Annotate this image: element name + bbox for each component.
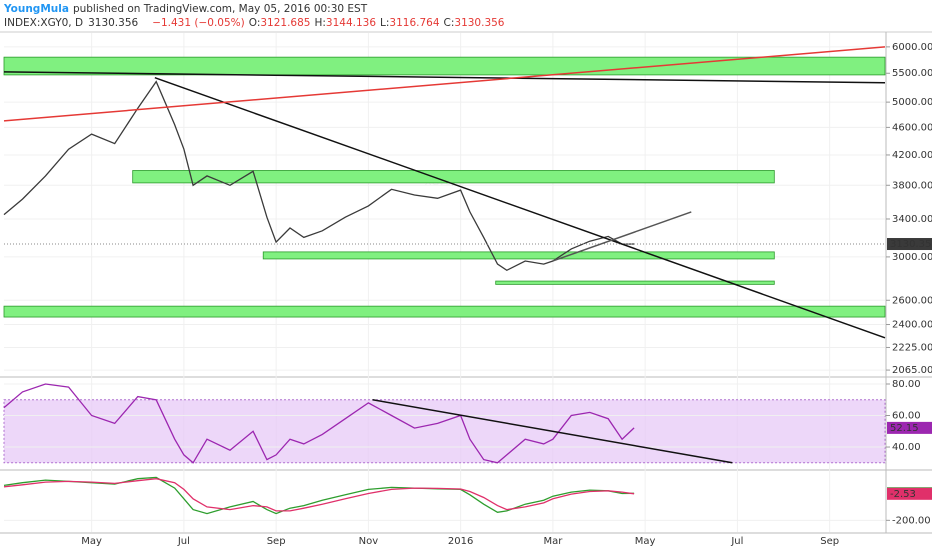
symbol-line: INDEX:XGY0, D 3130.356 −1.431 (−0.05%) O:31… bbox=[4, 17, 505, 29]
series-line bbox=[3, 383, 635, 464]
series-line bbox=[3, 80, 635, 272]
trend-line bbox=[3, 46, 886, 122]
published: published on TradingView.com, May 05, 20… bbox=[73, 3, 368, 15]
y-tick-label: -200.00 bbox=[892, 515, 931, 526]
open-label: O: bbox=[249, 17, 261, 29]
y-tick-label: 2065.00 bbox=[892, 365, 932, 376]
high: 3144.136 bbox=[326, 17, 376, 29]
trend-line bbox=[154, 76, 886, 339]
series-line bbox=[3, 476, 635, 515]
last-value-badge bbox=[887, 238, 932, 251]
x-tick-label: Sep bbox=[820, 536, 839, 547]
last-value-badge bbox=[887, 421, 932, 434]
last-value-label: 52.15 bbox=[890, 423, 919, 434]
change: −1.431 (−0.05%) bbox=[152, 17, 245, 29]
zone bbox=[495, 280, 775, 285]
zone bbox=[3, 56, 886, 76]
x-tick-label: 2016 bbox=[448, 536, 473, 547]
trend-line bbox=[552, 211, 692, 262]
trend-line bbox=[3, 71, 886, 84]
y-tick-label: 40.00 bbox=[892, 442, 921, 453]
y-tick-label: 3800.00 bbox=[892, 180, 932, 191]
x-tick-label: Jul bbox=[730, 536, 743, 547]
close-label: C: bbox=[444, 17, 455, 29]
low: 3116.764 bbox=[389, 17, 439, 29]
rsi-band bbox=[3, 399, 886, 464]
trend-line bbox=[372, 399, 733, 464]
y-tick-label: 2400.00 bbox=[892, 320, 932, 331]
y-tick-label: 4600.00 bbox=[892, 122, 932, 133]
y-tick-label: 5500.00 bbox=[892, 68, 932, 79]
y-tick-label: 4200.00 bbox=[892, 150, 932, 161]
last-value-label: -2.53 bbox=[890, 489, 916, 500]
zone bbox=[132, 170, 775, 184]
x-tick-label: Jul bbox=[177, 536, 190, 547]
last: 3130.356 bbox=[88, 17, 138, 29]
symbol: INDEX:XGY0, D bbox=[4, 17, 83, 29]
x-tick-label: Sep bbox=[267, 536, 286, 547]
close: 3130.356 bbox=[454, 17, 504, 29]
y-tick-label: 80.00 bbox=[892, 379, 921, 390]
x-tick-label: May bbox=[81, 536, 102, 547]
zone bbox=[262, 251, 775, 260]
y-tick-label: 6000.00 bbox=[892, 42, 932, 53]
y-tick-label: 3000.00 bbox=[892, 252, 932, 263]
last-value-label: 3130.356 bbox=[890, 239, 932, 250]
open: 3121.685 bbox=[260, 17, 310, 29]
y-tick-label: 2600.00 bbox=[892, 295, 932, 306]
low-label: L: bbox=[380, 17, 389, 29]
zone bbox=[3, 305, 886, 318]
author: YoungMula bbox=[3, 3, 69, 15]
x-tick-label: Mar bbox=[543, 536, 563, 547]
series-line bbox=[3, 478, 635, 512]
last-value-badge bbox=[887, 487, 932, 500]
x-tick-label: May bbox=[635, 536, 656, 547]
x-tick-label: Nov bbox=[359, 536, 379, 547]
y-tick-label: 3400.00 bbox=[892, 214, 932, 225]
y-tick-label: 2225.00 bbox=[892, 342, 932, 353]
y-tick-label: 60.00 bbox=[892, 411, 921, 422]
y-tick-label: 5000.00 bbox=[892, 97, 932, 108]
header-line: YoungMula published on TradingView.com, M… bbox=[3, 3, 368, 15]
high-label: H: bbox=[314, 17, 325, 29]
